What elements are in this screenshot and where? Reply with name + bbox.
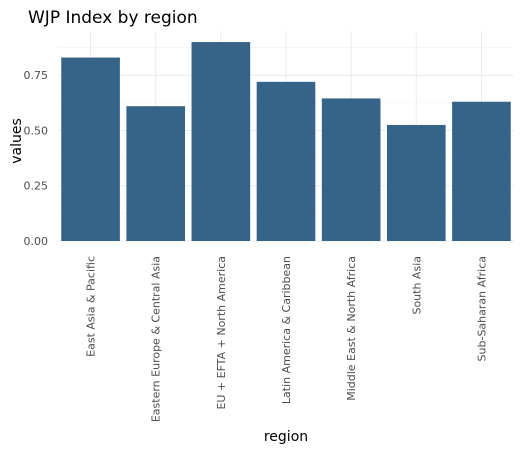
y-tick-label: 0.50 — [24, 124, 49, 137]
y-tick-label: 0.00 — [24, 235, 49, 248]
bar — [191, 42, 251, 242]
y-axis-title: values — [9, 118, 25, 164]
x-axis-title: region — [264, 429, 308, 445]
x-tick-label: Latin America & Caribbean — [280, 256, 293, 404]
bars — [61, 42, 511, 242]
bar — [452, 101, 511, 241]
bar — [256, 81, 316, 241]
x-tick-label: Eastern Europe & Central Asia — [150, 256, 163, 422]
x-tick-label: South Asia — [410, 256, 423, 315]
y-tick-label: 0.75 — [24, 69, 49, 82]
bar — [126, 106, 186, 241]
x-tick-label: Sub-Saharan Africa — [475, 256, 488, 361]
x-axis-ticks: East Asia & Pacific Eastern Europe & Cent… — [85, 256, 489, 422]
bar — [386, 124, 446, 241]
y-axis-ticks: 0.00 0.25 0.50 0.75 — [24, 69, 49, 248]
y-tick-label: 0.25 — [24, 180, 49, 193]
chart-title: WJP Index by region — [28, 8, 198, 28]
x-tick-label: EU + EFTA + North America — [215, 256, 228, 410]
bar — [61, 57, 120, 241]
bar — [321, 98, 381, 241]
x-tick-label: East Asia & Pacific — [85, 256, 98, 357]
x-tick-label: Middle East & North Africa — [345, 256, 358, 401]
